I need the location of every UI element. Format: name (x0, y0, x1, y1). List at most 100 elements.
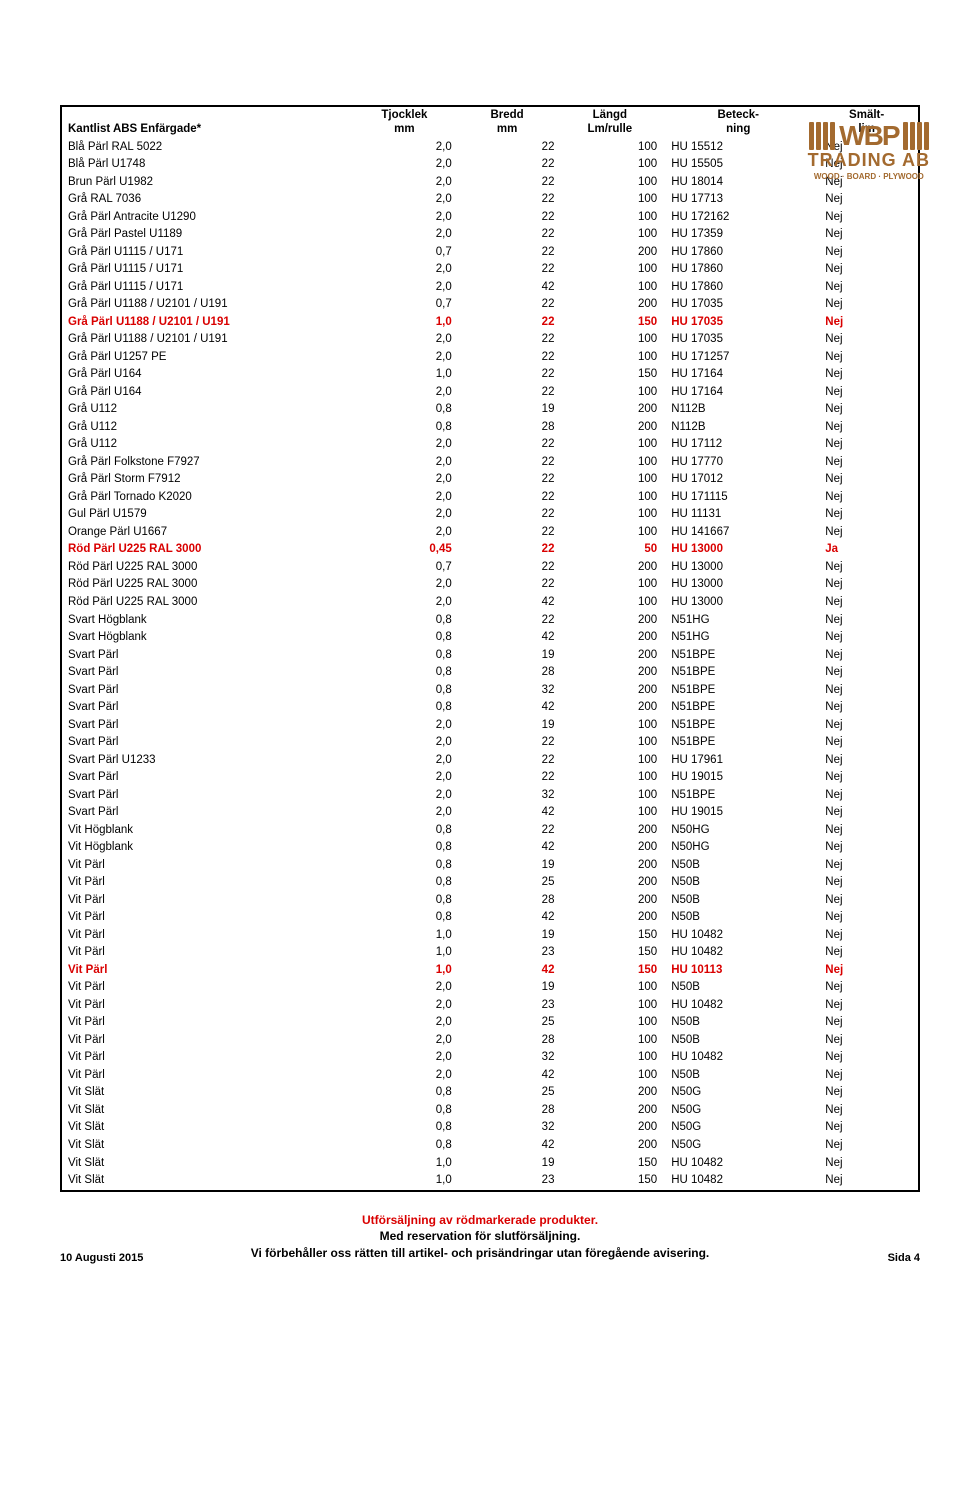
logo-bars-left (809, 122, 835, 150)
table-row: Grå Pärl U1188 / U2101 / U1912,022100HU … (62, 331, 918, 349)
table-cell: Nej (815, 559, 918, 577)
table-cell: Svart Pärl (62, 717, 353, 735)
table-cell: Grå Pärl U1188 / U2101 / U191 (62, 296, 353, 314)
table-cell: 100 (558, 506, 661, 524)
table-cell: 22 (456, 226, 559, 244)
table-cell: Nej (815, 576, 918, 594)
table-cell: Grå Pärl Tornado K2020 (62, 489, 353, 507)
table-cell: 22 (456, 244, 559, 262)
table-cell: 100 (558, 979, 661, 997)
table-cell: Nej (815, 261, 918, 279)
table-cell: 22 (456, 139, 559, 157)
table-cell: 200 (558, 892, 661, 910)
table-cell: 2,0 (353, 139, 456, 157)
table-row: Svart Pärl2,022100HU 19015Nej (62, 769, 918, 787)
column-header: Breddmm (456, 107, 559, 139)
table-cell: Orange Pärl U1667 (62, 524, 353, 542)
table-row: Röd Pärl U225 RAL 30000,452250HU 13000Ja (62, 541, 918, 559)
table-cell: N50B (661, 1067, 815, 1085)
table-row: Vit Slät1,023150HU 10482Nej (62, 1172, 918, 1190)
table-cell: 200 (558, 664, 661, 682)
table-cell: 28 (456, 1032, 559, 1050)
table-row: Grå Pärl U1188 / U2101 / U1911,022150HU … (62, 314, 918, 332)
table-cell: N50B (661, 1014, 815, 1032)
table-cell: 2,0 (353, 717, 456, 735)
table-cell: N50B (661, 1032, 815, 1050)
table-cell: 2,0 (353, 594, 456, 612)
table-cell: HU 10482 (661, 944, 815, 962)
table-cell: Grå Pärl Folkstone F7927 (62, 454, 353, 472)
table-cell: 22 (456, 296, 559, 314)
table-cell: Vit Pärl (62, 997, 353, 1015)
table-cell: Nej (815, 489, 918, 507)
table-cell: HU 17961 (661, 752, 815, 770)
table-cell: HU 10482 (661, 1172, 815, 1190)
table-cell: 0,7 (353, 559, 456, 577)
table-row: Svart Pärl0,842200N51BPENej (62, 699, 918, 717)
table-row: Grå RAL 70362,022100HU 17713Nej (62, 191, 918, 209)
footer-page: Sida 4 (888, 1252, 920, 1264)
table-cell: Svart Pärl (62, 682, 353, 700)
table-cell: 2,0 (353, 349, 456, 367)
table-row: Grå Pärl U1642,022100HU 17164Nej (62, 384, 918, 402)
table-row: Grå Pärl Tornado K20202,022100HU 171115N… (62, 489, 918, 507)
table-cell: 22 (456, 489, 559, 507)
table-cell: 2,0 (353, 524, 456, 542)
table-cell: HU 17860 (661, 279, 815, 297)
table-cell: Nej (815, 944, 918, 962)
table-cell: 22 (456, 559, 559, 577)
product-table-wrapper: Kantlist ABS Enfärgade*TjocklekmmBreddmm… (60, 105, 920, 1192)
table-cell: HU 17359 (661, 226, 815, 244)
table-cell: 2,0 (353, 1032, 456, 1050)
table-cell: 100 (558, 489, 661, 507)
table-row: Svart Pärl2,042100HU 19015Nej (62, 804, 918, 822)
column-header: Beteck-ning (661, 107, 815, 139)
table-row: Vit Slät1,019150HU 10482Nej (62, 1155, 918, 1173)
table-cell: 42 (456, 962, 559, 980)
table-cell: Grå RAL 7036 (62, 191, 353, 209)
table-cell: 22 (456, 366, 559, 384)
table-cell: HU 17164 (661, 384, 815, 402)
logo-letters: WBP (839, 120, 898, 152)
table-cell: Vit Pärl (62, 979, 353, 997)
table-cell: 100 (558, 997, 661, 1015)
table-row: Grå Pärl U1115 / U1712,022100HU 17860Nej (62, 261, 918, 279)
table-cell: Svart Pärl (62, 734, 353, 752)
table-cell: 28 (456, 419, 559, 437)
table-cell: Nej (815, 401, 918, 419)
table-cell: Nej (815, 209, 918, 227)
table-cell: Nej (815, 874, 918, 892)
table-cell: 150 (558, 314, 661, 332)
table-cell: 100 (558, 1067, 661, 1085)
table-cell: N112B (661, 401, 815, 419)
table-cell: 22 (456, 174, 559, 192)
table-cell: HU 13000 (661, 594, 815, 612)
table-cell: 42 (456, 279, 559, 297)
table-cell: 200 (558, 909, 661, 927)
table-cell: Nej (815, 892, 918, 910)
table-cell: HU 13000 (661, 541, 815, 559)
table-cell: Svart Pärl (62, 787, 353, 805)
table-cell: HU 17035 (661, 331, 815, 349)
table-cell: 200 (558, 296, 661, 314)
table-cell: 0,8 (353, 629, 456, 647)
table-cell: Nej (815, 524, 918, 542)
table-row: Svart Pärl0,828200N51BPENej (62, 664, 918, 682)
table-cell: 2,0 (353, 261, 456, 279)
table-cell: 100 (558, 174, 661, 192)
table-cell: 0,8 (353, 857, 456, 875)
table-cell: 200 (558, 244, 661, 262)
table-cell: Röd Pärl U225 RAL 3000 (62, 559, 353, 577)
table-cell: 0,8 (353, 892, 456, 910)
table-cell: 1,0 (353, 962, 456, 980)
table-cell: 0,8 (353, 822, 456, 840)
table-row: Svart Pärl2,022100N51BPENej (62, 734, 918, 752)
table-cell: 22 (456, 454, 559, 472)
table-cell: N51HG (661, 629, 815, 647)
table-cell: N50B (661, 909, 815, 927)
table-cell: Nej (815, 279, 918, 297)
table-cell: 22 (456, 314, 559, 332)
table-cell: Nej (815, 1084, 918, 1102)
table-cell: Nej (815, 822, 918, 840)
table-cell: N50HG (661, 822, 815, 840)
